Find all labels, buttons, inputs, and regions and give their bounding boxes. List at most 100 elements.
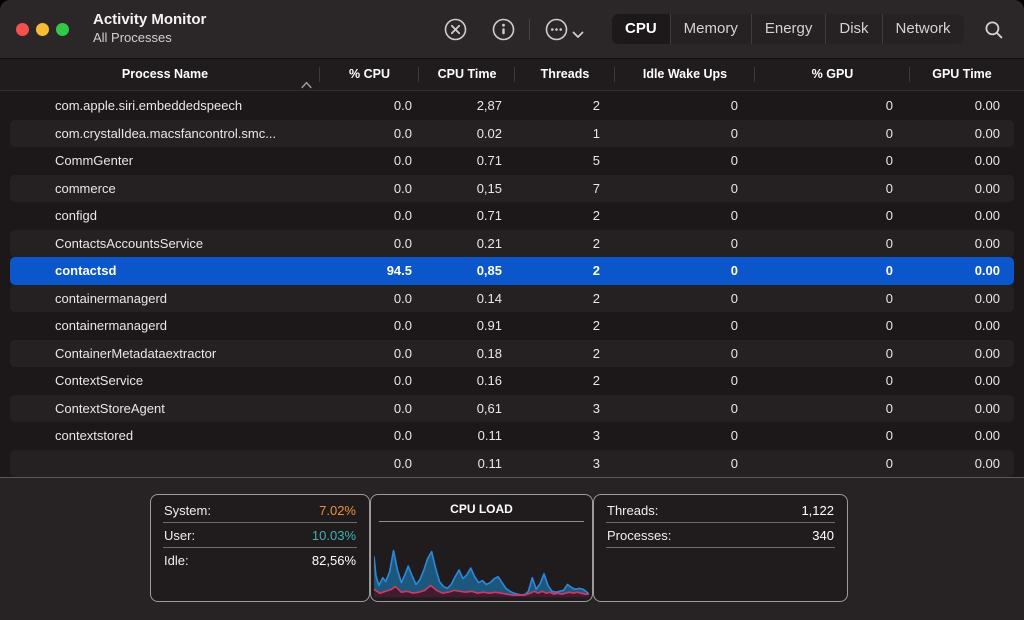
process-name-cell: CommGenter <box>55 153 134 169</box>
table-row[interactable]: ContextService 0.0 0.16 2 0 0 0.00 <box>10 367 1014 395</box>
minimize-button[interactable] <box>36 23 49 36</box>
cpu-percent-cell: 0.0 <box>393 345 412 361</box>
stat-label: Idle: <box>164 552 189 568</box>
process-name-cell: commerce <box>55 180 116 196</box>
gpu-time-cell: 0.00 <box>974 235 1000 251</box>
tab-network[interactable]: Network <box>881 14 964 44</box>
table-row[interactable]: com.apple.siri.embeddedspeech 0.0 2,87 2 0 0 0… <box>10 92 1014 120</box>
divider <box>606 522 835 523</box>
gpu-percent-cell: 0 <box>885 180 893 196</box>
column-header-process-name[interactable]: Process Name <box>10 59 320 90</box>
stat-value: 82,56% <box>311 552 356 568</box>
table-row[interactable]: com.crystalIdea.macsfancontrol.smc... 0.0… <box>10 119 1014 147</box>
tab-memory[interactable]: Memory <box>669 14 751 44</box>
tab-cpu[interactable]: CPU <box>612 14 670 44</box>
threads-cell: 7 <box>592 180 600 196</box>
stat-row-idle: Idle: 82,56% <box>151 548 369 572</box>
window-subtitle: All Processes <box>93 30 172 45</box>
close-button[interactable] <box>16 23 29 36</box>
table-row[interactable]: CommGenter 0.0 0.71 5 0 0 0.00 <box>10 147 1014 175</box>
cpu-load-chart <box>374 549 589 598</box>
process-name-cell: ContactsAccountsService <box>55 235 204 251</box>
inspect-button[interactable] <box>492 18 515 41</box>
more-options-button[interactable] <box>545 18 568 41</box>
ellipsis-circle-icon <box>545 18 568 41</box>
zoom-button[interactable] <box>56 23 69 36</box>
cpu-time-cell: 0.18 <box>476 345 502 361</box>
gpu-time-cell: 0.00 <box>974 400 1000 416</box>
threads-cell: 2 <box>592 345 600 361</box>
idle-wake-ups-cell: 0 <box>730 153 738 169</box>
cpu-time-cell: 0.11 <box>477 428 502 444</box>
magnifier-icon <box>984 21 1004 44</box>
threads-cell: 3 <box>592 428 600 444</box>
table-row[interactable]: contextstored 0.0 0.11 3 0 0 0.00 <box>10 422 1014 450</box>
quit-process-button[interactable] <box>444 18 467 41</box>
process-name-cell: com.apple.siri.embeddedspeech <box>55 98 243 114</box>
gpu-time-cell: 0.00 <box>974 290 1000 306</box>
process-name-cell: configd <box>55 208 97 224</box>
table-row[interactable]: contactsd 94.5 0,85 2 0 0 0.00 <box>10 257 1014 285</box>
column-header-gpu-percent[interactable]: % GPU <box>755 59 910 90</box>
cpu-time-cell: 0.14 <box>476 290 502 306</box>
gpu-percent-cell: 0 <box>885 235 893 251</box>
cpu-time-cell: 2,87 <box>476 98 502 114</box>
idle-wake-ups-cell: 0 <box>730 125 738 141</box>
table-row[interactable]: containermanagerd 0.0 0.14 2 0 0 0.00 <box>10 284 1014 312</box>
table-row[interactable]: containermanagerd 0.0 0.91 2 0 0 0.00 <box>10 312 1014 340</box>
process-name-cell: containermanagerd <box>55 318 168 334</box>
threads-cell: 1 <box>592 125 600 141</box>
process-name-cell: ContainerMetadataextractor <box>55 345 217 361</box>
cpu-load-chart-wrap <box>374 541 589 599</box>
column-header-threads[interactable]: Threads <box>515 59 615 90</box>
cpu-percent-cell: 0.0 <box>393 290 412 306</box>
chevron-down-icon[interactable] <box>572 26 584 44</box>
tab-energy[interactable]: Energy <box>750 14 826 44</box>
idle-wake-ups-cell: 0 <box>730 290 738 306</box>
gpu-time-cell: 0.00 <box>974 125 1000 141</box>
cpu-percent-cell: 0.0 <box>393 428 412 444</box>
idle-wake-ups-cell: 0 <box>730 263 738 279</box>
toolbar-divider <box>529 19 530 40</box>
cpu-percent-cell: 0.0 <box>393 373 412 389</box>
column-header-label: Process Name <box>121 67 209 81</box>
threads-cell: 3 <box>592 400 600 416</box>
cpu-time-cell: 0,61 <box>476 400 502 416</box>
cpu-percent-cell: 0.0 <box>393 180 412 196</box>
column-header-gpu-time[interactable]: GPU Time <box>932 67 992 81</box>
gpu-percent-cell: 0 <box>885 125 893 141</box>
table-row[interactable]: commerce 0.0 0,15 7 0 0 0.00 <box>10 174 1014 202</box>
gpu-time-cell: 0.00 <box>974 345 1000 361</box>
cpu-time-cell: 0.71 <box>476 208 502 224</box>
info-circle-icon <box>492 18 515 41</box>
table-row[interactable]: ContainerMetadataextractor 0.0 0.18 2 0 0 0.00 <box>10 339 1014 367</box>
cpu-percent-cell: 0.0 <box>393 318 412 334</box>
cpu-time-cell: 0.71 <box>476 153 502 169</box>
stat-row-system: System: 7.02% <box>151 498 369 522</box>
table-row[interactable]: ContactsAccountsService 0.0 0.21 2 0 0 0.00 <box>10 229 1014 257</box>
threads-cell: 5 <box>592 153 600 169</box>
stat-label: User: <box>164 527 196 543</box>
column-header-cpu-time[interactable]: CPU Time <box>419 59 515 90</box>
cpu-percent-cell: 0.0 <box>393 153 412 169</box>
search-button[interactable] <box>984 20 1004 40</box>
process-name-cell: contextstored <box>55 428 134 444</box>
cpu-percent-cell: 0.0 <box>393 400 412 416</box>
window-title: Activity Monitor <box>93 11 207 28</box>
table-row[interactable]: ContextStoreAgent 0.0 0,61 3 0 0 0.00 <box>10 394 1014 422</box>
column-header-cpu-percent[interactable]: % CPU <box>320 59 419 90</box>
gpu-percent-cell: 0 <box>885 428 893 444</box>
gpu-time-cell: 0.00 <box>974 98 1000 114</box>
gpu-percent-cell: 0 <box>885 345 893 361</box>
table-row[interactable]: 0.0 0.11 3 0 0 0.00 <box>10 449 1014 477</box>
column-header-idle-wake-ups[interactable]: Idle Wake Ups <box>615 59 755 90</box>
tab-disk[interactable]: Disk <box>825 14 881 44</box>
table-row[interactable]: configd 0.0 0.71 2 0 0 0.00 <box>10 202 1014 230</box>
stat-value: 10.03% <box>311 527 356 543</box>
divider <box>606 547 835 548</box>
process-name-cell: ContextService <box>55 373 144 389</box>
cpu-time-cell: 0,85 <box>476 263 502 279</box>
gpu-time-cell: 0.00 <box>974 180 1000 196</box>
stat-label: System: <box>164 502 211 518</box>
